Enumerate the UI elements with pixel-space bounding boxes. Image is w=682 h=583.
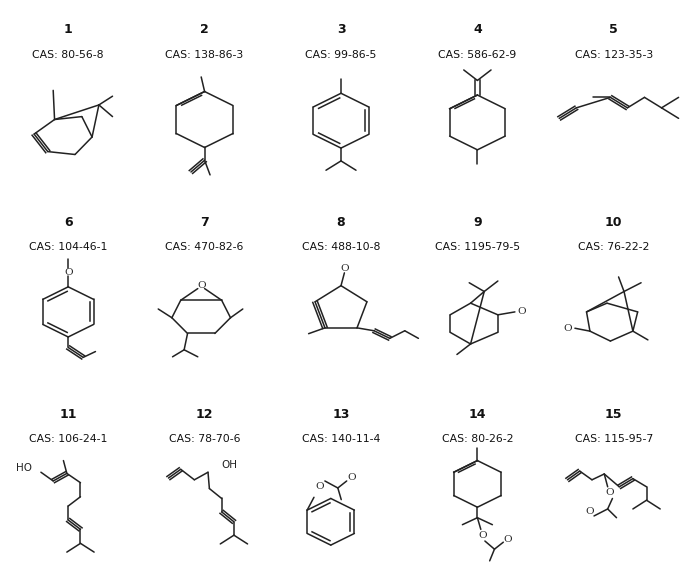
Text: O: O: [564, 324, 572, 333]
Text: CAS: 123-35-3: CAS: 123-35-3: [575, 50, 653, 59]
Text: CAS: 80-56-8: CAS: 80-56-8: [33, 50, 104, 59]
Text: CAS: 138-86-3: CAS: 138-86-3: [166, 50, 243, 59]
Text: 8: 8: [337, 216, 345, 229]
Text: 4: 4: [473, 23, 481, 36]
Text: 11: 11: [59, 408, 77, 421]
Text: 14: 14: [469, 408, 486, 421]
Text: 2: 2: [201, 23, 209, 36]
Text: OH: OH: [222, 460, 237, 470]
Text: CAS: 140-11-4: CAS: 140-11-4: [302, 434, 380, 444]
Text: CAS: 99-86-5: CAS: 99-86-5: [306, 50, 376, 59]
Text: O: O: [340, 264, 349, 273]
Text: 7: 7: [201, 216, 209, 229]
Text: CAS: 488-10-8: CAS: 488-10-8: [302, 242, 380, 252]
Text: CAS: 115-95-7: CAS: 115-95-7: [575, 434, 653, 444]
Text: 13: 13: [332, 408, 350, 421]
Text: CAS: 80-26-2: CAS: 80-26-2: [442, 434, 513, 444]
Text: 3: 3: [337, 23, 345, 36]
Text: CAS: 1195-79-5: CAS: 1195-79-5: [435, 242, 520, 252]
Text: 5: 5: [610, 23, 618, 36]
Text: O: O: [585, 507, 593, 517]
Text: O: O: [479, 531, 487, 540]
Text: 9: 9: [473, 216, 481, 229]
Text: CAS: 78-70-6: CAS: 78-70-6: [169, 434, 240, 444]
Text: CAS: 104-46-1: CAS: 104-46-1: [29, 242, 107, 252]
Text: O: O: [315, 482, 324, 491]
Text: O: O: [518, 307, 526, 317]
Text: O: O: [504, 535, 512, 544]
Text: CAS: 470-82-6: CAS: 470-82-6: [166, 242, 243, 252]
Text: CAS: 586-62-9: CAS: 586-62-9: [439, 50, 516, 59]
Text: CAS: 76-22-2: CAS: 76-22-2: [578, 242, 649, 252]
Text: 15: 15: [605, 408, 623, 421]
Text: O: O: [347, 473, 356, 482]
Text: 12: 12: [196, 408, 213, 421]
Text: 1: 1: [64, 23, 72, 36]
Text: O: O: [197, 281, 205, 290]
Text: O: O: [64, 268, 72, 277]
Text: CAS: 106-24-1: CAS: 106-24-1: [29, 434, 107, 444]
Text: O: O: [606, 488, 614, 497]
Text: 10: 10: [605, 216, 623, 229]
Text: HO: HO: [16, 462, 32, 473]
Text: 6: 6: [64, 216, 72, 229]
